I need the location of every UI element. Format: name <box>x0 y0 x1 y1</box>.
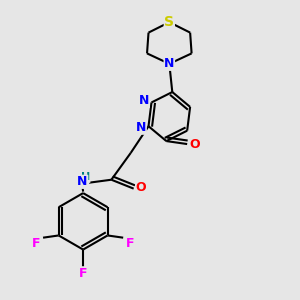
Text: F: F <box>126 237 135 250</box>
Text: N: N <box>164 57 175 70</box>
Text: F: F <box>32 237 40 250</box>
Text: N: N <box>136 121 146 134</box>
Text: S: S <box>164 15 174 29</box>
Text: O: O <box>136 181 146 194</box>
Text: O: O <box>189 138 200 151</box>
Text: N: N <box>139 94 149 107</box>
Text: N: N <box>77 175 88 188</box>
Text: H: H <box>81 172 90 182</box>
Text: F: F <box>79 267 87 280</box>
